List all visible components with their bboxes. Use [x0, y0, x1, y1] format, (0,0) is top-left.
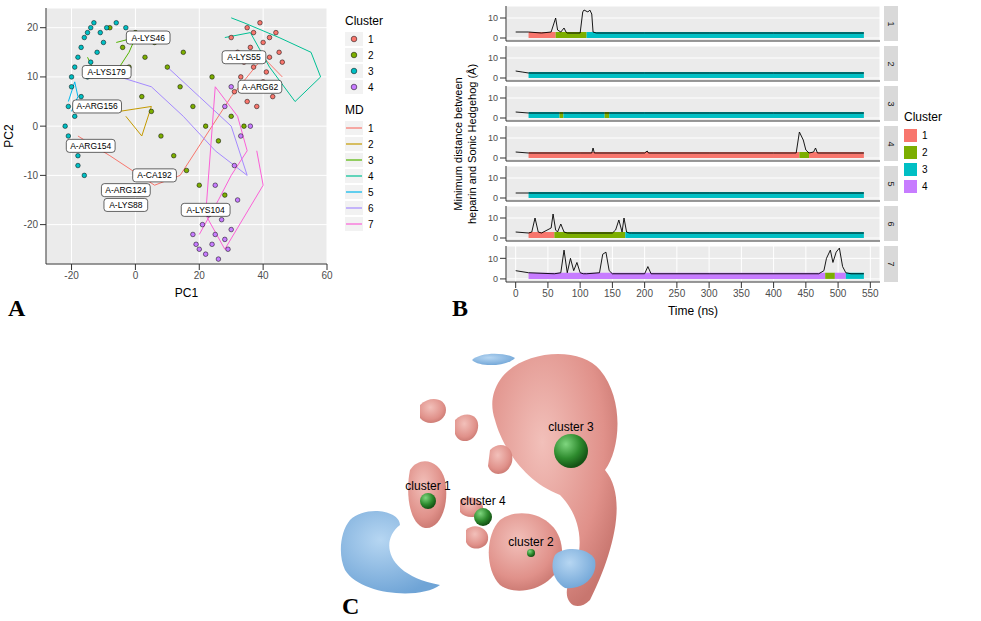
svg-text:10: 10: [488, 173, 498, 183]
svg-text:0: 0: [493, 33, 498, 43]
html-text:Time (ns): Time (ns): [667, 304, 719, 318]
svg-text:A-LYS55: A-LYS55: [227, 52, 261, 62]
svg-text:0: 0: [513, 288, 519, 299]
svg-text:0: 0: [133, 270, 139, 281]
html-text:5: 5: [886, 181, 896, 186]
svg-text:A-ARG154: A-ARG154: [70, 141, 111, 151]
html-text:7: 7: [368, 218, 374, 230]
svg-text:10: 10: [27, 71, 39, 82]
svg-text:cluster 1: cluster 1: [405, 479, 451, 493]
svg-text:0: 0: [493, 73, 498, 83]
svg-text:A-ARG124: A-ARG124: [105, 185, 146, 195]
svg-text:A-ARG156: A-ARG156: [77, 101, 118, 111]
svg-text:10: 10: [488, 13, 498, 23]
html-text:3: 3: [368, 154, 374, 166]
svg-text:300: 300: [701, 288, 718, 299]
svg-text:PC2: PC2: [2, 124, 16, 148]
svg-text:0: 0: [32, 121, 38, 132]
svg-text:cluster 3: cluster 3: [548, 420, 594, 434]
svg-text:10: 10: [488, 93, 498, 103]
html-text:6: 6: [368, 202, 374, 214]
html-text:3: 3: [368, 65, 374, 77]
svg-text:Minimum distance betweenhepari: Minimum distance betweenheparin and Soni…: [452, 64, 478, 224]
svg-text:10: 10: [488, 133, 498, 143]
svg-text:10: 10: [488, 213, 498, 223]
svg-text:40: 40: [258, 270, 270, 281]
svg-text:0: 0: [493, 274, 498, 284]
svg-text:cluster 4: cluster 4: [460, 494, 506, 508]
html-text:1: 1: [368, 33, 374, 45]
svg-text:A-CA192: A-CA192: [137, 170, 172, 180]
html-text:Cluster: Cluster: [904, 110, 942, 124]
html-text:4: 4: [368, 170, 374, 182]
svg-text:100: 100: [572, 288, 589, 299]
svg-text:150: 150: [604, 288, 621, 299]
html-text:7: 7: [886, 261, 896, 267]
html-text:1: 1: [886, 21, 896, 26]
html-text:2: 2: [368, 138, 374, 150]
html-text:C: C: [342, 593, 360, 619]
svg-text:10: 10: [488, 254, 498, 264]
svg-text:60: 60: [321, 270, 333, 281]
html-text:1: 1: [922, 130, 928, 141]
html-text:1: 1: [368, 122, 374, 134]
svg-text:A-LYS88: A-LYS88: [109, 200, 143, 210]
svg-text:250: 250: [669, 288, 686, 299]
svg-text:0: 0: [493, 153, 498, 163]
html-text:2: 2: [368, 49, 374, 61]
html-text:4: 4: [922, 181, 928, 192]
svg-text:-10: -10: [24, 170, 39, 181]
html-text:2: 2: [886, 61, 896, 66]
html-text:6: 6: [886, 221, 896, 226]
svg-text:-20: -20: [24, 219, 39, 230]
svg-text:A-LYS104: A-LYS104: [187, 205, 225, 215]
svg-text:350: 350: [733, 288, 750, 299]
svg-text:550: 550: [862, 288, 879, 299]
html-text:B: B: [452, 295, 468, 321]
svg-text:50: 50: [542, 288, 554, 299]
svg-text:0: 0: [493, 233, 498, 243]
svg-text:450: 450: [798, 288, 815, 299]
svg-text:A-LYS46: A-LYS46: [131, 33, 165, 43]
svg-text:20: 20: [194, 270, 206, 281]
svg-text:A-LYS179: A-LYS179: [88, 67, 126, 77]
html-text:MD: MD: [345, 103, 364, 117]
svg-text:200: 200: [636, 288, 653, 299]
html-text:A: A: [8, 295, 26, 321]
html-text:2: 2: [922, 147, 928, 158]
svg-text:cluster 2: cluster 2: [508, 535, 554, 549]
html-text:4: 4: [886, 141, 896, 146]
svg-text:0: 0: [493, 193, 498, 203]
svg-text:20: 20: [27, 22, 39, 33]
html-text:3: 3: [886, 101, 896, 106]
html-text:3: 3: [922, 164, 928, 175]
svg-text:10: 10: [488, 53, 498, 63]
svg-text:0: 0: [493, 113, 498, 123]
svg-text:-20: -20: [64, 270, 79, 281]
svg-text:A-ARG62: A-ARG62: [242, 82, 279, 92]
html-text:PC1: PC1: [174, 286, 199, 300]
html-text:Cluster: Cluster: [345, 14, 383, 28]
svg-text:500: 500: [830, 288, 847, 299]
html-text:5: 5: [368, 186, 374, 198]
html-text:4: 4: [368, 81, 374, 93]
svg-text:400: 400: [765, 288, 782, 299]
